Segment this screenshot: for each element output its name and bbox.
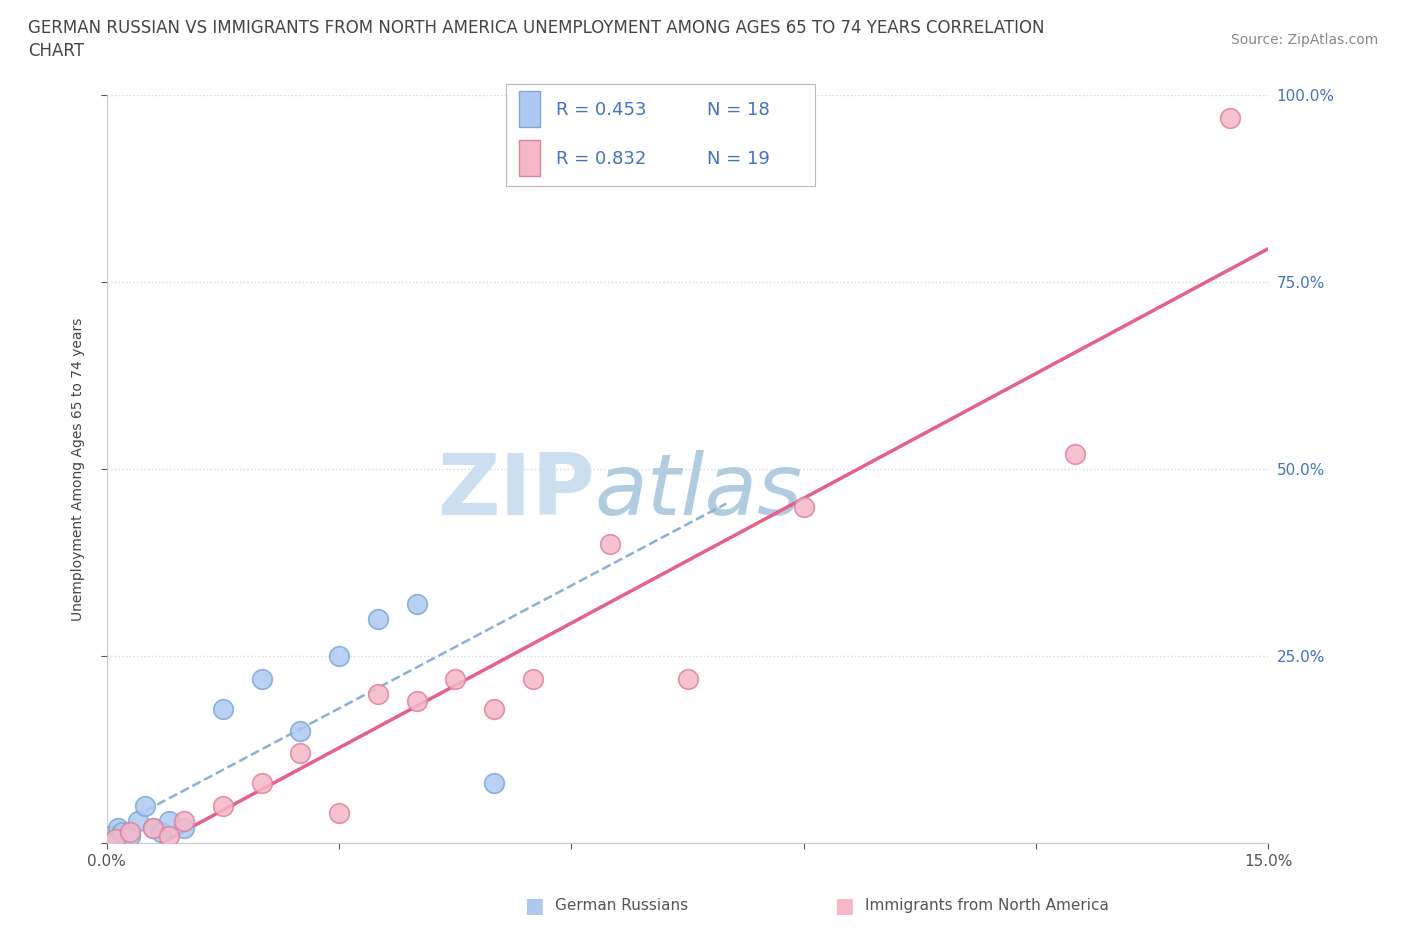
Point <box>676 671 699 686</box>
Point <box>173 820 195 835</box>
Text: R = 0.453: R = 0.453 <box>555 101 647 119</box>
Point <box>290 724 312 738</box>
Point <box>1063 446 1085 461</box>
Text: GERMAN RUSSIAN VS IMMIGRANTS FROM NORTH AMERICA UNEMPLOYMENT AMONG AGES 65 TO 74: GERMAN RUSSIAN VS IMMIGRANTS FROM NORTH … <box>28 19 1045 36</box>
Point <box>250 671 273 686</box>
Text: German Russians: German Russians <box>555 898 689 913</box>
Point <box>173 813 195 828</box>
Point <box>328 649 350 664</box>
Point <box>367 611 389 626</box>
Y-axis label: Unemployment Among Ages 65 to 74 years: Unemployment Among Ages 65 to 74 years <box>72 317 86 621</box>
Text: CHART: CHART <box>28 42 84 60</box>
Text: R = 0.832: R = 0.832 <box>555 151 645 168</box>
Point <box>127 813 149 828</box>
Text: N = 19: N = 19 <box>707 151 770 168</box>
Bar <box>519 140 540 176</box>
Point <box>367 686 389 701</box>
Point <box>290 746 312 761</box>
Point <box>522 671 544 686</box>
Point <box>793 499 815 514</box>
Point <box>103 832 125 847</box>
Bar <box>519 91 540 126</box>
Text: Immigrants from North America: Immigrants from North America <box>865 898 1108 913</box>
Point <box>405 596 427 611</box>
Text: ZIP: ZIP <box>437 450 595 533</box>
Text: ■: ■ <box>834 896 853 916</box>
Point <box>250 776 273 790</box>
Text: Source: ZipAtlas.com: Source: ZipAtlas.com <box>1230 33 1378 46</box>
Point <box>142 820 165 835</box>
Point <box>149 824 172 839</box>
Point <box>1219 111 1241 126</box>
Point <box>107 820 129 835</box>
Point <box>142 820 165 835</box>
Point <box>157 813 180 828</box>
Point <box>599 537 621 551</box>
Point <box>100 829 122 844</box>
Point <box>134 798 156 813</box>
Point <box>444 671 467 686</box>
Point <box>482 701 505 716</box>
Text: atlas: atlas <box>595 450 803 533</box>
Point <box>118 824 141 839</box>
Point <box>405 694 427 709</box>
Text: ■: ■ <box>524 896 544 916</box>
Point <box>157 829 180 844</box>
Point <box>212 701 235 716</box>
Text: N = 18: N = 18 <box>707 101 770 119</box>
Point <box>482 776 505 790</box>
Point <box>111 824 134 839</box>
Point <box>103 832 125 847</box>
Point <box>328 805 350 820</box>
Point <box>212 798 235 813</box>
Point <box>118 829 141 844</box>
